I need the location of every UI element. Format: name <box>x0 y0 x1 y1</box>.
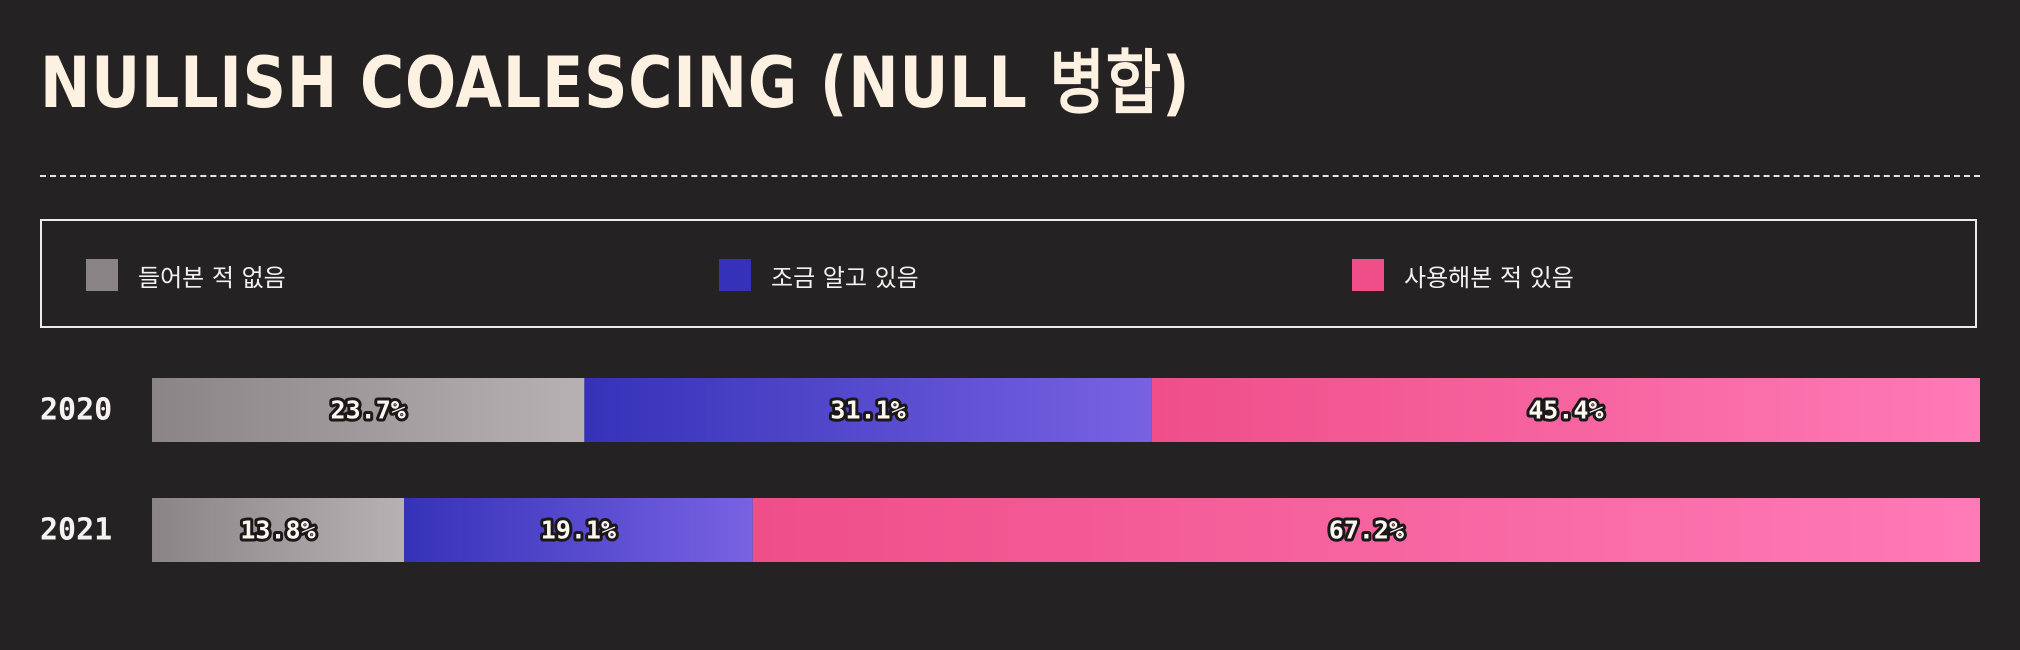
category-label-2020: 2020 <box>40 393 112 428</box>
value-label-2021-1: 19.1% <box>541 516 616 545</box>
bar-segment-2021-0 <box>152 498 405 562</box>
legend: 들어본 적 없음 조금 알고 있음 사용해본 적 있음 <box>40 219 1977 328</box>
legend-item-have-used: 사용해본 적 있음 <box>1352 259 1574 292</box>
legend-swatch <box>1352 259 1384 291</box>
bar-segment-2021-1 <box>404 498 753 562</box>
dashed-divider <box>40 175 1980 177</box>
legend-item-never-heard: 들어본 적 없음 <box>86 259 286 292</box>
legend-label: 들어본 적 없음 <box>138 263 286 292</box>
bar-segment-2021-2 <box>752 498 1980 562</box>
value-label-2021-2: 67.2% <box>1329 516 1404 545</box>
legend-swatch <box>719 259 751 291</box>
legend-label: 사용해본 적 있음 <box>1404 263 1574 292</box>
chart-title: NULLISH COALESCING (NULL 병합) <box>40 42 1191 124</box>
value-label-2020-0: 23.7% <box>331 396 406 425</box>
bar-segment-2020-1 <box>584 378 1152 442</box>
legend-label: 조금 알고 있음 <box>771 263 919 292</box>
category-label-2021: 2021 <box>40 513 112 548</box>
bar-segment-2020-2 <box>1151 378 1980 442</box>
value-label-2020-2: 45.4% <box>1528 396 1603 425</box>
value-label-2021-0: 13.8% <box>240 516 315 545</box>
value-label-2020-1: 31.1% <box>830 396 905 425</box>
bar-segment-2020-0 <box>152 378 585 442</box>
legend-item-know-a-little: 조금 알고 있음 <box>719 259 919 292</box>
legend-swatch <box>86 259 118 291</box>
